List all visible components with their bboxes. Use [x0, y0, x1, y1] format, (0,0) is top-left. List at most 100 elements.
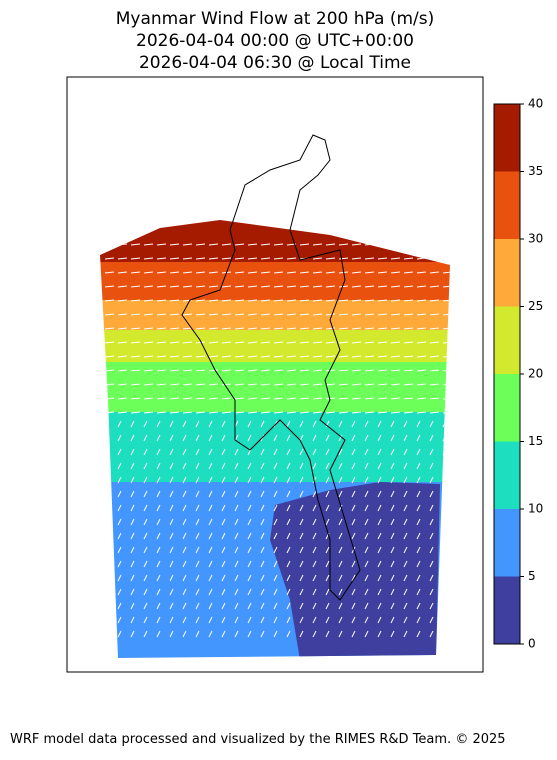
- wind-arrow: [117, 299, 128, 302]
- wind-arrow: [182, 602, 187, 610]
- wind-arrow: [208, 546, 213, 554]
- wind-arrow: [325, 299, 336, 302]
- wind-arrow: [429, 327, 440, 330]
- wind-arrow: [273, 383, 284, 386]
- wind-arrow: [234, 271, 245, 274]
- wind-arrow: [195, 383, 206, 386]
- wind-arrow: [286, 462, 291, 470]
- wind-field: [100, 220, 450, 658]
- wind-arrow: [247, 383, 258, 386]
- wind-arrow: [416, 355, 427, 358]
- wind-arrow: [338, 383, 349, 386]
- wind-arrow: [156, 397, 167, 400]
- wind-arrow: [143, 369, 154, 372]
- wind-arrow: [429, 630, 434, 638]
- wind-arrow: [286, 341, 297, 344]
- wind-arrow: [273, 257, 284, 260]
- wind-arrow: [351, 462, 356, 470]
- wind-arrow: [416, 630, 421, 638]
- wind-arrow: [403, 602, 408, 610]
- wind-arrow: [338, 448, 343, 456]
- wind-arrow: [286, 518, 291, 526]
- wind-arrow: [351, 397, 362, 400]
- wind-arrow: [429, 285, 440, 288]
- wind-arrow: [208, 602, 213, 610]
- wind-arrow: [221, 560, 226, 568]
- wind-arrow: [260, 532, 265, 540]
- wind-arrow: [117, 341, 128, 344]
- wind-arrow: [364, 420, 369, 428]
- wind-arrow: [390, 546, 395, 554]
- wind-arrow: [416, 448, 421, 456]
- wind-arrow: [416, 383, 427, 386]
- wind-arrow: [195, 518, 200, 526]
- wind-arrow: [299, 420, 304, 428]
- wind-arrow: [351, 299, 362, 302]
- wind-arrow: [208, 616, 213, 624]
- wind-arrow: [156, 299, 167, 302]
- wind-arrow: [169, 602, 174, 610]
- wind-arrow: [429, 560, 434, 568]
- wind-arrow: [416, 285, 427, 288]
- wind-arrow: [286, 532, 291, 540]
- wind-arrow: [104, 271, 115, 274]
- wind-arrow: [234, 313, 245, 316]
- wind-arrow: [377, 504, 382, 512]
- wind-arrow: [195, 532, 200, 540]
- wind-arrow: [221, 383, 232, 386]
- wind-arrow: [390, 341, 401, 344]
- wind-arrow: [169, 630, 174, 638]
- wind-arrow: [377, 588, 382, 596]
- wind-arrow: [208, 271, 219, 274]
- wind-arrow: [182, 448, 187, 456]
- wind-arrow: [312, 285, 323, 288]
- wind-arrow: [208, 313, 219, 316]
- wind-arrow: [351, 490, 356, 498]
- wind-arrow: [156, 355, 167, 358]
- wind-arrow: [260, 560, 265, 568]
- wind-arrow: [221, 411, 232, 414]
- wind-arrow: [117, 504, 122, 512]
- wind-arrow: [169, 313, 180, 316]
- wind-arrow: [390, 504, 395, 512]
- wind-arrow: [234, 411, 245, 414]
- wind-arrow: [195, 411, 206, 414]
- wind-arrow: [234, 476, 239, 484]
- title-line: 2026-04-04 00:00 @ UTC+00:00: [136, 31, 414, 51]
- wind-arrow: [156, 574, 161, 582]
- wind-arrow: [234, 560, 239, 568]
- wind-arrow: [104, 355, 115, 358]
- wind-arrow: [429, 490, 434, 498]
- wind-arrow: [377, 560, 382, 568]
- wind-arrow: [377, 243, 388, 246]
- wind-arrow: [143, 546, 148, 554]
- wind-arrow: [364, 630, 369, 638]
- wind-arrow: [442, 285, 450, 288]
- wind-arrow: [208, 355, 219, 358]
- wind-arrow: [156, 383, 167, 386]
- wind-arrow: [390, 355, 401, 358]
- wind-arrow: [208, 588, 213, 596]
- wind-arrow: [195, 490, 200, 498]
- wind-arrow: [208, 532, 213, 540]
- wind-arrow: [338, 434, 343, 442]
- wind-arrow: [221, 448, 226, 456]
- wind-arrow: [338, 411, 349, 414]
- wind-arrow: [260, 574, 265, 582]
- wind-arrow: [338, 546, 343, 554]
- wind-arrow: [130, 462, 135, 470]
- wind-arrow: [169, 476, 174, 484]
- wind-arrow: [117, 355, 128, 358]
- wind-arrow: [221, 616, 226, 624]
- wind-arrow: [195, 420, 200, 428]
- wind-arrow: [429, 476, 434, 484]
- wind-arrow: [364, 271, 375, 274]
- wind-arrow: [390, 327, 401, 330]
- wind-arrow: [247, 546, 252, 554]
- wind-arrow: [143, 434, 148, 442]
- wind-arrow: [442, 616, 447, 624]
- wind-arrow: [104, 560, 109, 568]
- wind-arrow: [117, 560, 122, 568]
- wind-arrow: [221, 588, 226, 596]
- wind-arrow: [130, 574, 135, 582]
